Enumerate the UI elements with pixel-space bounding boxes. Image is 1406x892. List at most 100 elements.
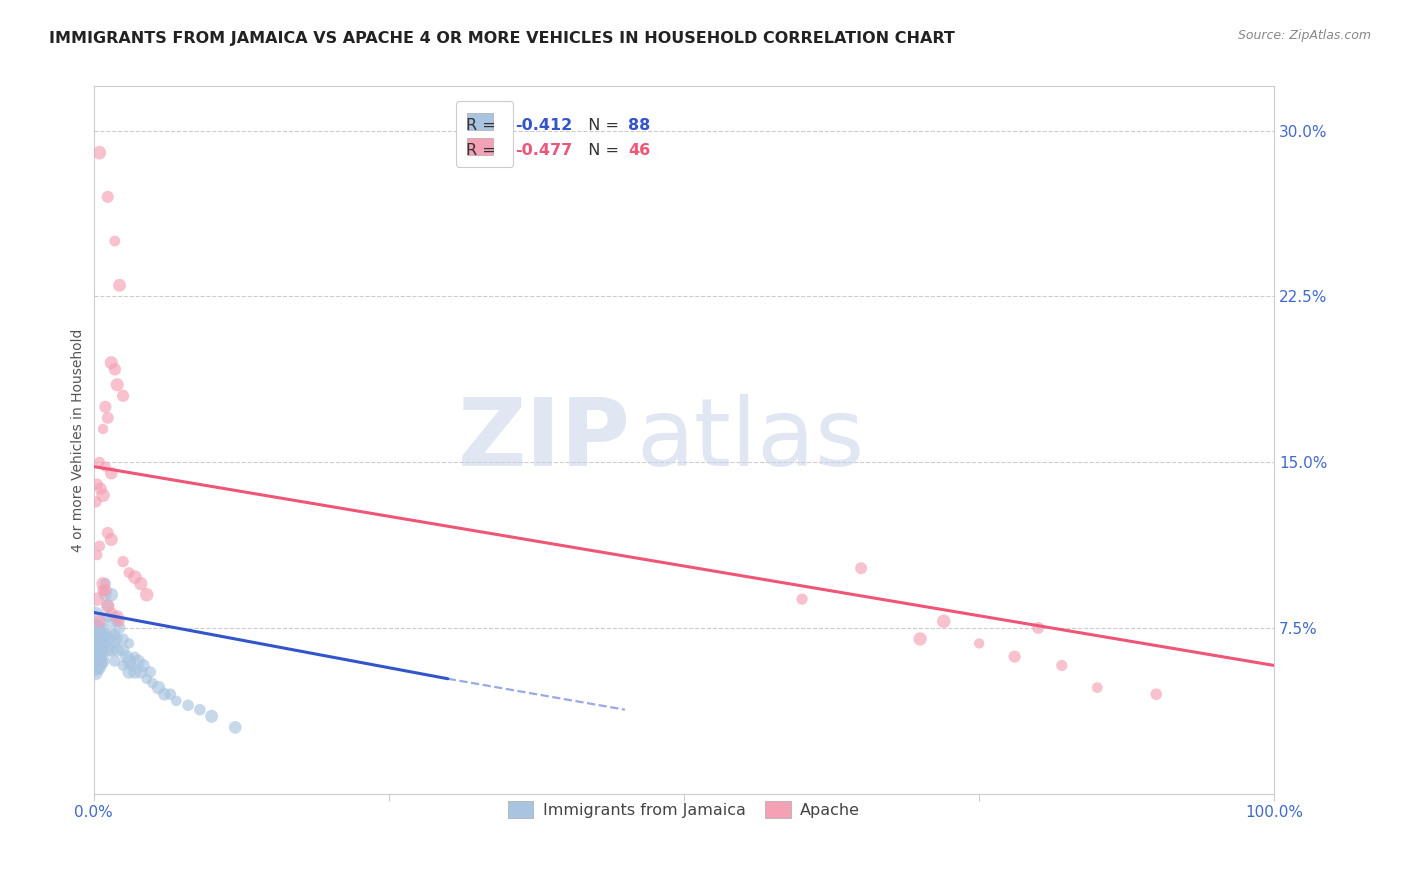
Point: [86, 643, 108, 657]
Point: [89, 539, 111, 553]
Point: [91, 422, 114, 436]
Point: [89, 636, 111, 650]
Point: [84, 654, 107, 668]
Point: [97, 599, 120, 613]
Point: [129, 576, 152, 591]
Point: [90, 643, 112, 657]
Text: 88: 88: [628, 118, 651, 133]
Point: [87, 632, 110, 646]
Point: [94, 459, 117, 474]
Point: [84, 648, 107, 662]
Point: [84, 636, 107, 650]
Point: [89, 455, 111, 469]
Point: [112, 658, 135, 673]
Text: 46: 46: [628, 143, 651, 158]
Point: [108, 278, 131, 293]
Point: [188, 703, 211, 717]
Point: [86, 648, 108, 662]
Point: [83, 654, 105, 668]
Point: [86, 654, 108, 668]
Point: [87, 636, 110, 650]
Point: [97, 610, 120, 624]
Point: [90, 643, 112, 657]
Point: [124, 649, 146, 664]
Point: [142, 676, 165, 690]
Point: [104, 654, 127, 668]
Point: [1026, 621, 1049, 635]
Point: [86, 658, 108, 673]
Point: [97, 643, 120, 657]
Point: [91, 576, 114, 591]
Point: [86, 621, 108, 635]
Text: N =: N =: [578, 118, 624, 133]
Point: [94, 583, 117, 598]
Text: IMMIGRANTS FROM JAMAICA VS APACHE 4 OR MORE VEHICLES IN HOUSEHOLD CORRELATION CH: IMMIGRANTS FROM JAMAICA VS APACHE 4 OR M…: [49, 31, 955, 46]
Point: [86, 636, 108, 650]
Point: [224, 720, 246, 734]
Point: [94, 400, 117, 414]
Point: [83, 621, 105, 635]
Point: [100, 588, 122, 602]
Point: [139, 665, 162, 679]
Text: Source: ZipAtlas.com: Source: ZipAtlas.com: [1237, 29, 1371, 42]
Point: [124, 570, 146, 584]
Point: [84, 495, 107, 509]
Point: [90, 636, 112, 650]
Point: [104, 636, 127, 650]
Point: [127, 654, 149, 668]
Point: [967, 636, 990, 650]
Point: [118, 636, 141, 650]
Point: [100, 356, 122, 370]
Point: [105, 643, 128, 657]
Y-axis label: 4 or more Vehicles in Household: 4 or more Vehicles in Household: [72, 328, 86, 552]
Point: [790, 592, 813, 607]
Point: [105, 377, 128, 392]
Point: [908, 632, 931, 646]
Point: [1085, 681, 1108, 695]
Point: [112, 555, 135, 569]
Text: -0.412: -0.412: [515, 118, 572, 133]
Point: [87, 643, 110, 657]
Point: [84, 627, 107, 641]
Point: [90, 482, 112, 496]
Point: [94, 636, 117, 650]
Point: [148, 681, 170, 695]
Point: [89, 621, 111, 635]
Point: [86, 477, 108, 491]
Point: [100, 533, 122, 547]
Point: [90, 627, 112, 641]
Point: [90, 632, 112, 646]
Point: [104, 610, 127, 624]
Point: [84, 643, 107, 657]
Text: ZIP: ZIP: [458, 394, 631, 486]
Point: [108, 615, 131, 629]
Text: N =: N =: [578, 143, 624, 158]
Text: -0.477: -0.477: [515, 143, 572, 158]
Point: [90, 627, 112, 641]
Point: [104, 234, 127, 248]
Point: [87, 627, 110, 641]
Point: [159, 687, 181, 701]
Point: [83, 610, 105, 624]
Point: [104, 627, 127, 641]
Text: R =: R =: [465, 118, 501, 133]
Point: [100, 627, 122, 641]
Point: [89, 649, 111, 664]
Point: [105, 610, 128, 624]
Point: [135, 672, 157, 686]
Point: [83, 636, 105, 650]
Point: [84, 632, 107, 646]
Point: [1144, 687, 1167, 701]
Point: [83, 658, 105, 673]
Point: [112, 389, 135, 403]
Point: [115, 649, 138, 664]
Point: [91, 621, 114, 635]
Legend: Immigrants from Jamaica, Apache: Immigrants from Jamaica, Apache: [502, 795, 866, 824]
Point: [94, 627, 117, 641]
Point: [108, 621, 131, 635]
Point: [112, 643, 135, 657]
Point: [83, 643, 105, 657]
Point: [100, 615, 122, 629]
Point: [201, 709, 224, 723]
Point: [932, 615, 955, 629]
